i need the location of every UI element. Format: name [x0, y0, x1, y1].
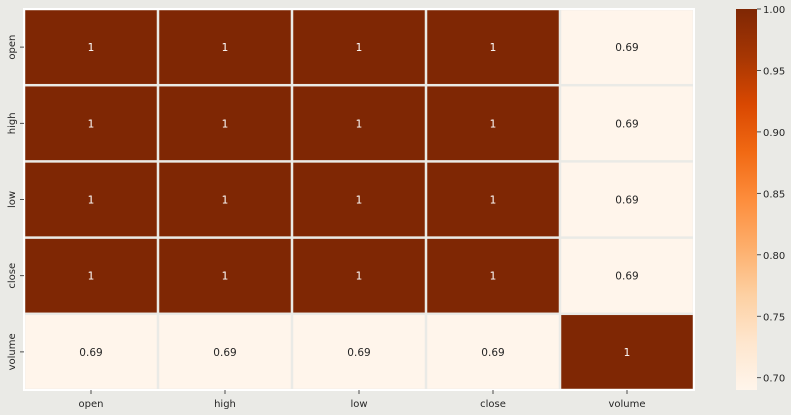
heatmap-cell-close-close	[427, 238, 559, 313]
heatmap-cell-close-volume	[561, 238, 693, 313]
cell-annotation: 0.69	[615, 118, 638, 130]
colorbar-tick-label: 0.90	[763, 128, 785, 139]
cell-annotation: 0.69	[615, 42, 638, 54]
cell-annotation: 0.69	[615, 195, 638, 207]
colorbar-gradient	[736, 9, 757, 390]
cell-annotation: 1	[222, 195, 229, 207]
x-tick-label: open	[79, 399, 104, 410]
cell-annotation: 1	[490, 271, 497, 283]
colorbar-tick-label: 1.00	[763, 5, 785, 16]
y-tick-label: volume	[7, 333, 18, 370]
cell-annotation: 1	[490, 195, 497, 207]
y-tick-label: high	[7, 112, 18, 134]
heatmap-cell-open-close	[427, 10, 559, 84]
cell-annotation: 1	[490, 42, 497, 54]
heatmap-cell-high-low	[293, 86, 425, 161]
heatmap-cell-high-volume	[561, 86, 693, 161]
cell-annotation: 1	[490, 118, 497, 130]
x-axis: open high low close volume	[79, 390, 646, 410]
y-tick-label: open	[7, 35, 18, 60]
heatmap-cell-high-close	[427, 86, 559, 161]
cell-annotation: 1	[88, 195, 95, 207]
colorbar-tick-label: 0.75	[763, 312, 785, 323]
heatmap-cell-volume-close	[427, 315, 559, 389]
y-tick-label: low	[7, 191, 18, 208]
cell-annotation: 1	[88, 271, 95, 283]
x-tick-label: low	[350, 399, 367, 410]
x-tick-label: high	[214, 399, 236, 410]
heatmap-cells	[23, 8, 695, 391]
heatmap-cell-low-close	[427, 162, 559, 237]
heatmap-cell-open-high	[159, 10, 291, 84]
cell-annotation: 1	[624, 347, 631, 359]
heatmap-cell-low-high	[159, 162, 291, 237]
heatmap-cell-volume-open	[25, 315, 157, 389]
heatmap-cell-open-volume	[561, 10, 693, 84]
x-tick-label: volume	[608, 399, 645, 410]
heatmap-cell-high-high	[159, 86, 291, 161]
colorbar-tick-label: 0.80	[763, 251, 785, 262]
cell-annotation: 1	[356, 271, 363, 283]
heatmap-cell-low-volume	[561, 162, 693, 237]
cell-annotation: 1	[356, 195, 363, 207]
cell-annotations: 1 1 1 1 0.69 1 1 1 1 0.69 1 1 1 1 0.69 1 1 1 1 0.69 0.69 0.69…	[79, 42, 638, 359]
cell-annotation: 1	[222, 118, 229, 130]
y-tick-label: close	[7, 263, 18, 289]
cell-annotation: 1	[222, 42, 229, 54]
heatmap-cell-low-open	[25, 162, 157, 237]
y-axis: open high low close volume	[7, 35, 24, 370]
heatmap-cell-low-low	[293, 162, 425, 237]
colorbar-tick-label: 0.85	[763, 189, 785, 200]
x-tick-label: close	[480, 399, 506, 410]
cell-annotation: 1	[88, 118, 95, 130]
colorbar-tick-label: 0.70	[763, 374, 785, 385]
colorbar-tick-label: 0.95	[763, 66, 785, 77]
heatmap-cell-open-low	[293, 10, 425, 84]
colorbar: 0.70 0.75 0.80 0.85 0.90 0.95 1.00	[736, 5, 785, 390]
cell-annotation: 1	[222, 271, 229, 283]
cell-annotation: 1	[356, 118, 363, 130]
heatmap-cell-volume-high	[159, 315, 291, 389]
heatmap-cell-high-open	[25, 86, 157, 161]
heatmap-cell-close-high	[159, 238, 291, 313]
cell-annotation: 1	[356, 42, 363, 54]
heatmap-cell-open-open	[25, 10, 157, 84]
cell-annotation: 1	[88, 42, 95, 54]
heatmap-cell-volume-low	[293, 315, 425, 389]
heatmap-cell-volume-volume	[561, 315, 693, 389]
cell-annotation: 0.69	[79, 347, 102, 359]
cell-annotation: 0.69	[481, 347, 504, 359]
cell-annotation: 0.69	[213, 347, 236, 359]
cell-annotation: 0.69	[615, 271, 638, 283]
heatmap-cell-close-open	[25, 238, 157, 313]
cell-annotation: 0.69	[347, 347, 370, 359]
heatmap-cell-close-low	[293, 238, 425, 313]
